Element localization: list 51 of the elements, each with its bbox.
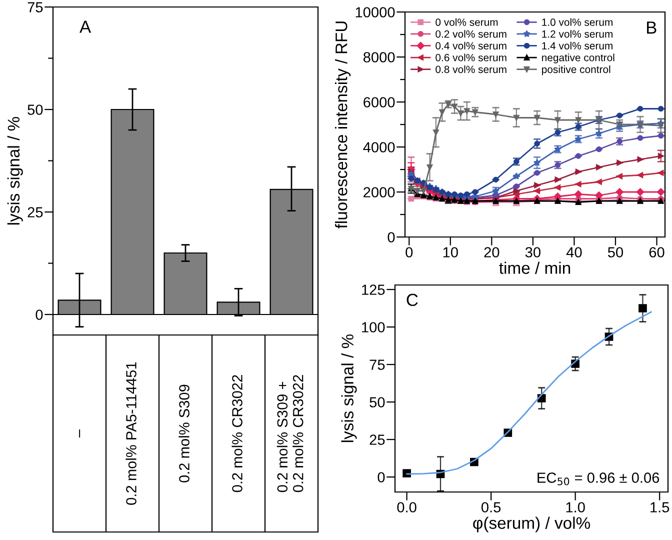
x-tick-label: 50 [608,247,624,258]
x-axis-title: time / min [499,262,570,274]
x-tick-label: 0.2 mol% S309 [178,384,190,482]
y-tick-label: 4000 [363,142,395,152]
legend-label: 1.2 vol% serum [542,30,612,38]
x-tick-label: – [79,429,80,438]
legend-label: 0.6 vol% serum [436,54,506,62]
y-tick-label: 8000 [363,52,395,62]
x-tick-label: 10 [443,247,458,258]
y-axis-title: lysis signal / % [7,116,23,225]
legend-label: 1.0 vol% serum [542,18,612,26]
y-tick-label: 50 [370,397,385,408]
y-axis-title: lysis signal / % [341,334,357,442]
y-tick-label: 125 [362,284,385,295]
y-tick-label: 0 [388,232,395,242]
legend-label: 1.4 vol% serum [542,42,612,50]
legend-label: 0.8 vol% serum [436,65,506,74]
legend-label: 0 vol% serum [436,18,498,26]
legend-label: 0.4 vol% serum [436,42,506,50]
annotation: EC$_{50}$ = 0.96 ± 0.06 [538,472,660,486]
x-tick-label: 0.2 mol% PA5-114451 [126,362,136,505]
x-tick-label: 0.2 mol% CR3022 [232,375,242,492]
x-tick-label: 20 [484,247,500,258]
y-tick-label: 10000 [356,7,395,18]
x-tick-label: 1.0 [566,502,585,512]
y-tick-label: 6000 [364,97,395,108]
y-tick-label: 2000 [364,187,395,198]
y-tick-label: 25 [370,434,385,445]
annotation: B [647,22,656,34]
x-tick-label: 60 [649,247,664,258]
x-tick-label: 0.5 [481,502,501,512]
annotation: C [406,294,418,306]
annotation: A [80,20,92,33]
x-tick-label: 0 [406,247,413,258]
legend-label: 0.2 vol% serum [436,30,506,38]
y-tick-label: 25 [28,207,43,218]
y-tick-label: 50 [28,104,43,115]
x-tick-label: 1.5 [650,502,670,512]
x-tick-label: 40 [566,247,582,258]
x-tick-label: 0.0 [397,502,416,512]
y-tick-label: 0 [378,472,385,482]
x-tick-label: 0.2 mol% S309 + 0.2 mol% CR3022 [276,375,304,492]
y-tick-label: 75 [28,2,43,12]
y-tick-label: 100 [362,322,385,332]
legend-label: positive control [542,65,610,76]
x-tick-label: 30 [525,247,540,258]
y-axis-title: fluorescence intensity / RFU [335,22,351,228]
legend-label: negative control [542,54,614,64]
y-tick-label: 0 [36,310,43,320]
y-tick-label: 75 [370,360,385,370]
x-axis-title: φ(serum) / vol% [473,516,590,532]
